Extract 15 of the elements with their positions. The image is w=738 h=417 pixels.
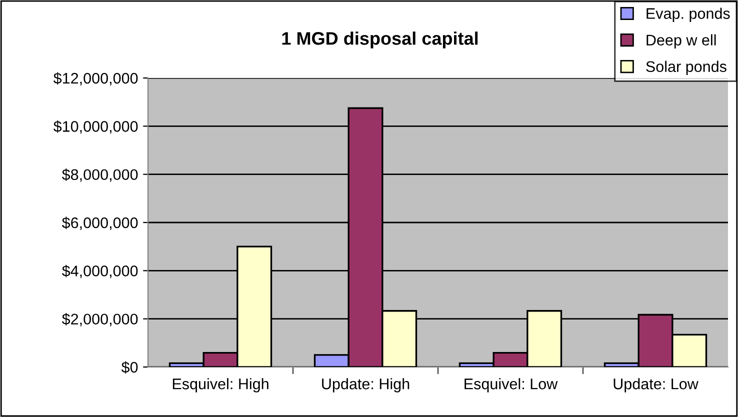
- chart-title: 1 MGD disposal capital: [282, 32, 478, 48]
- x-tick-label: Esquivel: High: [172, 378, 268, 392]
- y-tick-label: $4,000,000: [62, 264, 138, 278]
- y-tick-label: $6,000,000: [62, 216, 138, 230]
- x-tick-label: Esquivel: Low: [464, 378, 558, 392]
- y-tick-label: $10,000,000: [53, 120, 138, 134]
- legend-label: Solar ponds: [646, 60, 726, 76]
- y-tick-label: $0: [121, 361, 138, 374]
- legend-label: Deep w ell: [646, 34, 716, 49]
- x-tick-label: Update: High: [322, 378, 410, 392]
- legend-label: Evap. ponds: [646, 8, 730, 22]
- y-tick-label: $2,000,000: [62, 313, 138, 326]
- y-tick-label: $12,000,000: [53, 72, 138, 86]
- y-tick-label: $8,000,000: [62, 168, 138, 182]
- x-tick-label: Update: Low: [614, 378, 698, 392]
